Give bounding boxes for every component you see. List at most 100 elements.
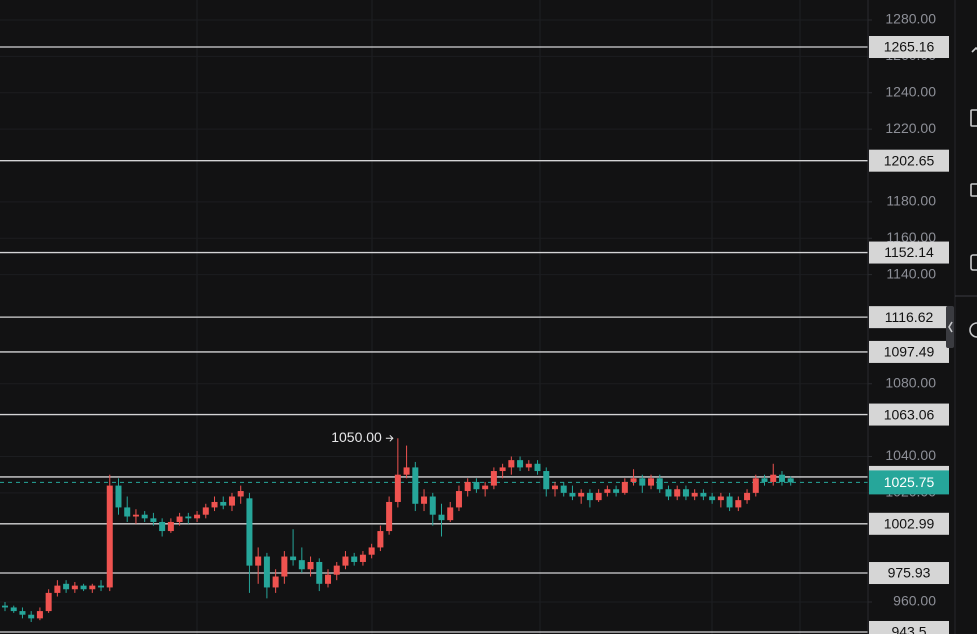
candle-body bbox=[639, 478, 646, 486]
candle-body bbox=[735, 500, 742, 508]
candle-body bbox=[543, 471, 550, 490]
level-labels: 1265.16 1202.65 1152.14 1116.62 1097.49 1063.… bbox=[869, 35, 949, 634]
level-label: 1202.65 bbox=[884, 152, 935, 168]
candle-body bbox=[473, 481, 480, 490]
level-label-box bbox=[869, 149, 949, 172]
candle-body bbox=[438, 514, 445, 521]
y-tick-label: 1160.00 bbox=[886, 229, 936, 245]
y-tick-label: 1080.00 bbox=[885, 374, 936, 390]
candle-body bbox=[517, 460, 524, 468]
candle-body bbox=[89, 585, 96, 590]
toolbar bbox=[946, 0, 977, 634]
candle-body bbox=[255, 556, 262, 566]
candle-body bbox=[228, 496, 235, 506]
candle-body bbox=[499, 467, 506, 472]
candle-body bbox=[691, 492, 698, 497]
candle-body bbox=[316, 561, 323, 584]
candle-body bbox=[482, 485, 489, 490]
candle-body bbox=[551, 485, 558, 490]
last-price-label: 1025.75 bbox=[884, 474, 935, 490]
candle-body bbox=[377, 531, 384, 548]
candle-body bbox=[159, 521, 166, 532]
tool-icon[interactable] bbox=[971, 46, 977, 53]
candle-body bbox=[220, 501, 227, 506]
candle-body bbox=[106, 485, 113, 588]
y-tick-label: 1180.00 bbox=[886, 193, 936, 209]
candle-body bbox=[63, 583, 70, 590]
y-tick-label: 1240.00 bbox=[885, 83, 936, 99]
candle-body bbox=[604, 489, 611, 493]
candle-body bbox=[167, 521, 174, 532]
candle-body bbox=[98, 585, 105, 588]
candle-body bbox=[508, 460, 515, 468]
candle-body bbox=[194, 514, 201, 519]
candle-body bbox=[455, 491, 462, 508]
candle-body bbox=[621, 481, 628, 493]
candle-body bbox=[290, 556, 297, 561]
candle-body bbox=[534, 463, 541, 472]
high-marker-arrow bbox=[385, 434, 394, 442]
level-label: 943.5 bbox=[891, 624, 926, 634]
tool-icon[interactable] bbox=[970, 254, 977, 271]
candle-body bbox=[246, 498, 253, 566]
candle-body bbox=[298, 560, 305, 570]
candle-body bbox=[709, 496, 716, 501]
candle-body bbox=[726, 496, 733, 508]
level-label-box bbox=[869, 512, 949, 535]
collapse-arrow[interactable] bbox=[948, 321, 953, 333]
candle-body bbox=[586, 492, 593, 501]
level-label-box bbox=[869, 403, 949, 426]
candle-body bbox=[613, 489, 620, 493]
candle-body bbox=[150, 518, 157, 522]
high-marker-label: 1050.00 bbox=[331, 429, 382, 445]
level-label: 1265.16 bbox=[884, 39, 935, 55]
level-label: 975.93 bbox=[888, 565, 931, 581]
candle-body bbox=[28, 614, 35, 619]
candle-body bbox=[263, 556, 270, 588]
candle-body bbox=[656, 478, 663, 490]
y-tick-label: 1280.00 bbox=[885, 11, 936, 27]
level-label-box bbox=[869, 340, 949, 363]
last-price-box bbox=[869, 470, 949, 495]
candle-body bbox=[45, 592, 52, 612]
tool-icon[interactable] bbox=[969, 322, 977, 338]
levels: 1050.00 bbox=[0, 46, 868, 633]
level-label: 1152.14 bbox=[884, 244, 934, 260]
level-label-box bbox=[869, 306, 949, 329]
candle-body bbox=[80, 585, 87, 590]
tool-icon[interactable] bbox=[970, 183, 977, 197]
candle-body bbox=[778, 474, 785, 482]
candle-body bbox=[630, 478, 637, 482]
candle-body bbox=[351, 556, 358, 562]
candle-body bbox=[429, 496, 436, 515]
price-axis: 1280.001260.001240.001220.001180.001160.… bbox=[868, 11, 936, 609]
candle-body bbox=[770, 474, 777, 482]
candle-body bbox=[325, 574, 332, 584]
candle-body bbox=[368, 547, 375, 555]
candle-body bbox=[569, 492, 576, 497]
candle-body bbox=[10, 607, 17, 612]
candle-body bbox=[665, 489, 672, 497]
tool-icon[interactable] bbox=[970, 109, 977, 127]
candle-body bbox=[752, 478, 759, 493]
candle-body bbox=[281, 556, 288, 577]
candle-body bbox=[412, 467, 419, 504]
candle-body bbox=[54, 585, 61, 593]
candle-body bbox=[525, 463, 532, 468]
level-label: 1116.62 bbox=[885, 309, 934, 325]
candle-body bbox=[36, 611, 43, 619]
y-tick-label: 960.00 bbox=[893, 593, 936, 609]
candle-body bbox=[237, 491, 244, 497]
candle-body bbox=[202, 507, 209, 515]
collapse-handle[interactable] bbox=[946, 306, 954, 348]
candle-body bbox=[464, 481, 471, 492]
candle-body bbox=[307, 561, 314, 570]
candle-body bbox=[211, 501, 218, 508]
candle-body bbox=[403, 467, 410, 475]
candle-body bbox=[761, 478, 768, 482]
candle-body bbox=[421, 496, 428, 504]
candle-body bbox=[132, 514, 139, 517]
y-tick-label: 1140.00 bbox=[886, 265, 936, 281]
candle-body bbox=[394, 474, 401, 502]
